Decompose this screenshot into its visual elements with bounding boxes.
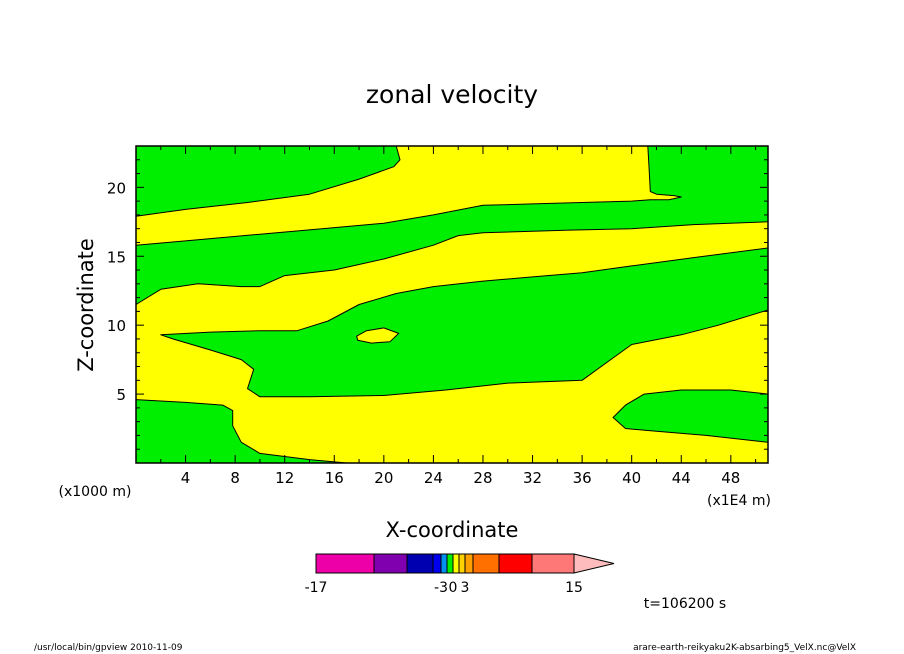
colorbar-segment (315, 553, 375, 574)
x-tick-label: 16 (325, 469, 344, 487)
colorbar-segment (446, 553, 454, 574)
x-tick-label: 12 (275, 469, 294, 487)
colorbar-segment (498, 553, 533, 574)
colorbar-segment (531, 553, 575, 574)
x-scale-note: (x1E4 m) (707, 493, 771, 509)
time-label: t=106200 s (644, 596, 726, 612)
x-tick-label: 4 (181, 469, 191, 487)
contour-region-5 (612, 389, 769, 443)
colorbar-label: -3 (434, 580, 448, 596)
footer-right: arare-earth-reikyaku2K-absarbing5_VelX.n… (633, 643, 856, 653)
x-tick-label: 24 (424, 469, 443, 487)
x-tick-label: 8 (230, 469, 240, 487)
plot-frame (135, 145, 769, 464)
footer-left: /usr/local/bin/gpview 2010-11-09 (34, 643, 183, 653)
x-tick-label: 20 (374, 469, 393, 487)
colorbar-segment (464, 553, 474, 574)
colorbar-segment (440, 553, 448, 574)
contour-region-6 (356, 327, 400, 344)
x-unit-label: (x1000 m) (59, 484, 132, 500)
colorbar-segment (432, 553, 442, 574)
colorbar-segment (472, 553, 500, 574)
y-tick-label: 20 (107, 179, 126, 197)
x-tick-label: 28 (473, 469, 492, 487)
x-axis-ticks: 4 8 12 16 20 24 28 32 36 40 44 48 (160, 146, 757, 487)
x-tick-label: 48 (721, 469, 740, 487)
contour-region-1 (135, 145, 401, 217)
x-tick-label: 36 (573, 469, 592, 487)
colorbar-label: 3 (461, 580, 470, 596)
contour-regions (135, 145, 769, 464)
contour-region-3 (160, 247, 769, 398)
colorbar-label: 15 (565, 580, 583, 596)
y-tick-label: 15 (107, 248, 126, 266)
x-tick-label: 32 (523, 469, 542, 487)
colorbar-label: 0 (449, 580, 458, 596)
y-axis-ticks: 5 10 15 20 (107, 159, 768, 450)
colorbar-segment (458, 553, 466, 574)
y-axis-label: Z-coordinate (74, 238, 98, 372)
colorbar-segment (452, 553, 460, 574)
y-tick-label: 5 (116, 386, 126, 404)
x-tick-label: 44 (672, 469, 691, 487)
chart-title: zonal velocity (366, 80, 538, 109)
colorbar (315, 553, 615, 574)
colorbar-segment (373, 553, 408, 574)
colorbar-arrow (573, 553, 615, 574)
x-axis-label: X-coordinate (386, 518, 519, 542)
x-tick-label: 40 (622, 469, 641, 487)
colorbar-labels: -17 -3 0 3 15 (305, 580, 583, 596)
y-tick-label: 10 (107, 317, 126, 335)
colorbar-label: -17 (305, 580, 328, 596)
colorbar-segment (406, 553, 434, 574)
